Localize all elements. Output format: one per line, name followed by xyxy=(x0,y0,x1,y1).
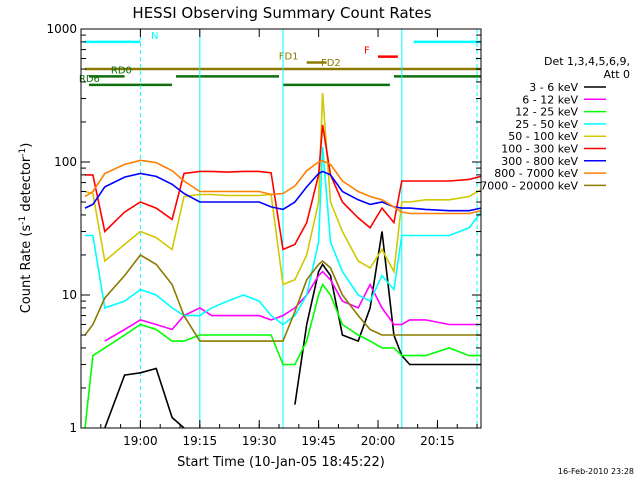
y-tick-label-0: 1 xyxy=(69,421,77,435)
series-line-0 xyxy=(104,231,481,429)
x-tick-label-5: 20:15 xyxy=(420,434,455,448)
series-line-7 xyxy=(84,159,482,215)
flag-label-5: RD6 xyxy=(79,74,100,85)
series-line-6 xyxy=(84,170,482,212)
y-axis-label: Count Rate (s-1 detector-1) xyxy=(18,143,34,314)
legend-label-8: 7000 - 20000 keV xyxy=(480,179,578,192)
flag-bars: N F FD1 FD2 RD0 RD6 xyxy=(79,31,481,87)
series-line-5 xyxy=(85,124,482,251)
legend-label-4: 50 - 100 keV xyxy=(508,130,578,143)
legend-label-6: 300 - 800 keV xyxy=(501,155,578,168)
series-line-1 xyxy=(104,270,481,342)
flag-label-2: FD1 xyxy=(279,51,299,62)
mode-vertical-lines xyxy=(139,29,478,428)
x-tick-label-2: 19:30 xyxy=(242,434,277,448)
legend-label-5: 100 - 300 keV xyxy=(501,143,578,156)
series-lines xyxy=(84,92,482,429)
flag-label-4: RD0 xyxy=(111,65,132,76)
series-line-8 xyxy=(84,253,481,342)
legend-label-7: 800 - 7000 keV xyxy=(494,167,578,180)
flag-label-3: FD2 xyxy=(321,58,341,69)
series-line-2 xyxy=(84,282,481,429)
legend-header-line2: Att 0 xyxy=(604,68,630,81)
legend-label-3: 25 - 50 keV xyxy=(515,118,578,131)
chart-title: HESSI Observing Summary Count Rates xyxy=(132,4,431,22)
plot-frame xyxy=(80,28,482,429)
y-tick-label-1: 10 xyxy=(62,288,77,302)
plot-timestamp: 16-Feb-2010 23:28 xyxy=(558,467,634,476)
legend-header-line1: Det 1,3,4,5,6,9, xyxy=(544,55,630,68)
y-axis-ticks: 1 10 100 1000 xyxy=(46,22,481,435)
series-line-4 xyxy=(84,92,482,286)
legend-label-0: 3 - 6 keV xyxy=(529,81,578,94)
x-tick-label-3: 19:45 xyxy=(301,434,336,448)
legend-label-1: 6 - 12 keV xyxy=(522,93,578,106)
legend-label-2: 12 - 25 keV xyxy=(515,106,578,119)
x-tick-label-0: 19:00 xyxy=(123,434,158,448)
x-axis-ticks: 19:00 19:15 19:30 19:45 20:00 20:15 xyxy=(100,29,478,448)
flag-label-0: N xyxy=(151,31,158,42)
y-tick-label-2: 100 xyxy=(54,155,77,169)
series-line-3 xyxy=(85,146,482,326)
x-tick-label-4: 20:00 xyxy=(361,434,396,448)
y-tick-label-3: 1000 xyxy=(46,22,77,36)
x-tick-label-1: 19:15 xyxy=(183,434,218,448)
x-axis-label: Start Time (10-Jan-05 18:45:22) xyxy=(177,455,385,470)
flag-label-1: F xyxy=(364,46,370,57)
